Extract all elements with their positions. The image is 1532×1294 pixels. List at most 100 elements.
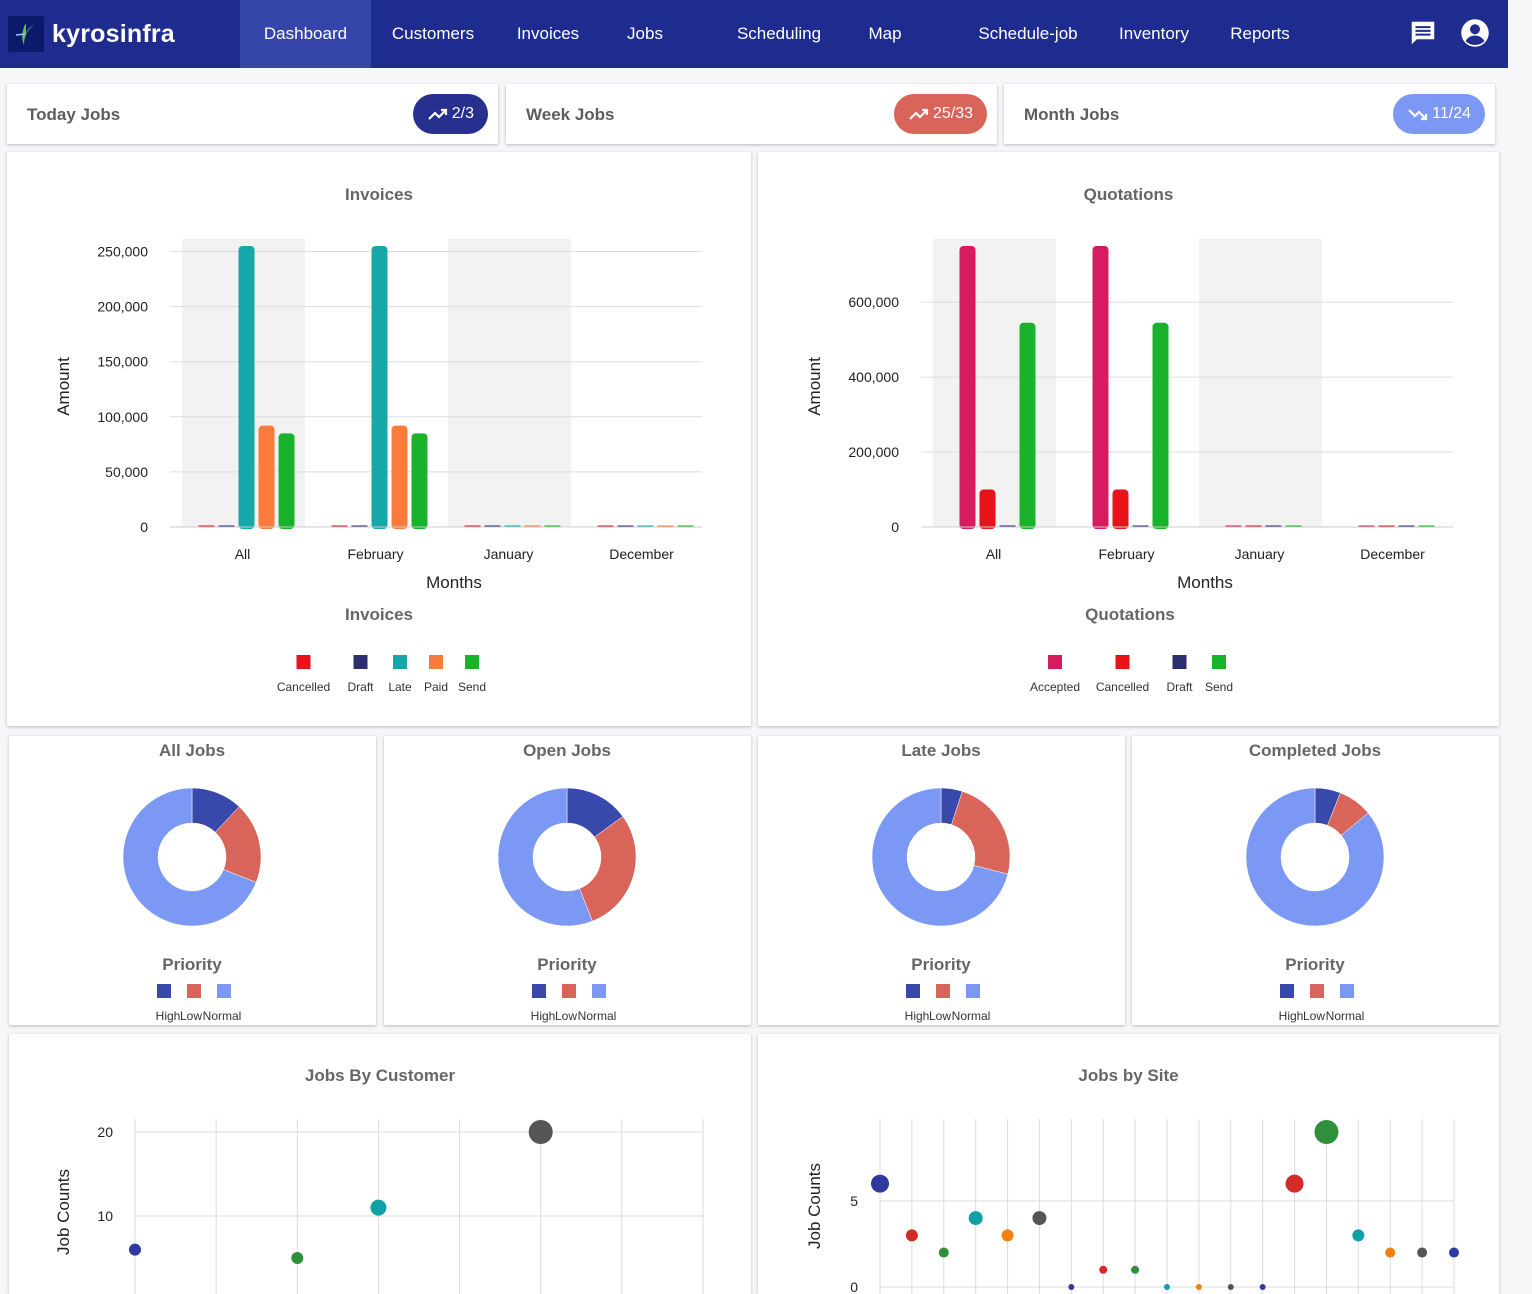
nav-scheduling[interactable]: Scheduling xyxy=(736,24,822,43)
quotations-title: Quotations xyxy=(1083,185,1174,204)
bar-accepted xyxy=(959,246,976,529)
stat-badge[interactable]: 2/3 xyxy=(412,94,488,134)
data-point xyxy=(938,1247,949,1258)
legend-swatch-draft xyxy=(353,655,368,669)
legend-swatch-high xyxy=(1280,984,1294,998)
stat-value: 2/3 xyxy=(451,105,474,122)
nav-inventory[interactable]: Inventory xyxy=(1119,24,1189,43)
legend-title: Priority xyxy=(537,955,597,974)
data-point xyxy=(1099,1265,1108,1274)
data-point xyxy=(1352,1229,1365,1242)
y-tick-label: 250,000 xyxy=(97,244,148,260)
trend-up-icon xyxy=(909,108,929,120)
jobs-by-customer-card: Jobs By Customer 10 20 Job Counts xyxy=(9,1034,751,1294)
x-tick-label: January xyxy=(1235,546,1285,562)
legend-label-late: Late xyxy=(388,680,412,694)
data-point xyxy=(1314,1120,1339,1144)
legend-title: Priority xyxy=(1285,955,1345,974)
stat-badge[interactable]: 11/24 xyxy=(1393,94,1485,134)
category-band xyxy=(1199,239,1322,527)
y-tick-label: 0 xyxy=(850,1279,858,1294)
bar-draft xyxy=(484,525,501,527)
late-jobs-donut-chart: Late Jobs Priority High Low Normal xyxy=(871,741,1011,1023)
stat-card-today-jobs: Today Jobs 2/3 xyxy=(7,84,498,144)
nav-schedule-job[interactable]: Schedule-job xyxy=(978,24,1078,43)
data-point xyxy=(1001,1229,1014,1242)
open-jobs-donut-chart: Open Jobs Priority High Low Normal xyxy=(497,741,637,1023)
legend-swatch-cancelled xyxy=(296,655,311,669)
nav-reports[interactable]: Reports xyxy=(1230,24,1290,43)
bar-send xyxy=(1285,525,1302,527)
bar-cancelled xyxy=(198,525,215,527)
bar-cancelled xyxy=(1245,525,1262,527)
data-point xyxy=(968,1211,983,1226)
data-point xyxy=(528,1120,553,1144)
invoices-chart: 0 50,000 100,000 150,000 200,000 250,000 All Fe… xyxy=(54,239,702,694)
legend-label-high: High xyxy=(531,1009,556,1023)
y-axis-label: Amount xyxy=(54,357,73,416)
y-tick-label: 50,000 xyxy=(105,464,148,480)
legend-title: Invoices xyxy=(345,605,413,624)
nav-invoices[interactable]: Invoices xyxy=(516,24,580,43)
nav-jobs[interactable]: Jobs xyxy=(627,24,663,43)
brand-name: kyrosinfra xyxy=(52,19,175,48)
bar-cancelled xyxy=(1112,489,1129,529)
account-icon[interactable] xyxy=(1460,18,1490,53)
stat-title: Month Jobs xyxy=(1024,105,1120,124)
legend-label-cancelled: Cancelled xyxy=(277,680,330,694)
nav-customers[interactable]: Customers xyxy=(391,24,475,43)
chart-title: Late Jobs xyxy=(901,741,980,760)
legend-label-cancelled: Cancelled xyxy=(1096,680,1149,694)
data-point xyxy=(871,1174,889,1193)
data-point xyxy=(1068,1284,1075,1290)
legend-label-send: Send xyxy=(1205,680,1233,694)
slice-normal xyxy=(122,787,257,927)
x-tick-label: All xyxy=(235,546,251,562)
nav-dashboard[interactable]: Dashboard xyxy=(240,0,371,68)
bar-accepted xyxy=(1092,246,1109,529)
data-point xyxy=(1227,1284,1234,1290)
bar-draft xyxy=(617,525,634,527)
brand[interactable]: kyrosinfra xyxy=(0,0,240,68)
all-jobs-card: All Jobs Priority High Low Normal xyxy=(9,736,376,1025)
trend-down-icon xyxy=(1408,109,1428,121)
y-tick-label: 0 xyxy=(891,519,899,535)
legend-swatch-send xyxy=(1212,655,1226,669)
quotations-card: Quotations 0 200,000 400,000 600,000 All Febr… xyxy=(758,152,1499,726)
legend-title: Priority xyxy=(911,955,971,974)
slice-normal xyxy=(497,787,593,927)
bar-paid xyxy=(657,525,674,527)
bar-accepted xyxy=(1225,525,1242,527)
x-tick-label: February xyxy=(1098,546,1154,562)
bar-draft xyxy=(1132,525,1149,527)
legend-label-high: High xyxy=(156,1009,181,1023)
data-point xyxy=(1164,1284,1170,1290)
category-band xyxy=(933,239,1056,527)
data-point xyxy=(905,1229,918,1242)
y-tick-label: 0 xyxy=(140,519,148,535)
chart-title: All Jobs xyxy=(159,741,225,760)
y-tick-label: 5 xyxy=(850,1193,858,1209)
message-icon[interactable] xyxy=(1408,18,1438,53)
legend-label-normal: Normal xyxy=(1326,1009,1365,1023)
y-axis-label: Job Counts xyxy=(805,1163,824,1249)
stat-badge[interactable]: 25/33 xyxy=(893,94,987,134)
y-axis-label: Job Counts xyxy=(54,1169,73,1255)
legend-swatch-normal xyxy=(966,984,980,998)
stat-card-week-jobs: Week Jobs 25/33 xyxy=(506,84,997,144)
y-tick-label: 150,000 xyxy=(97,354,148,370)
legend-title: Quotations xyxy=(1085,605,1175,624)
nav-map[interactable]: Map xyxy=(868,24,902,43)
slice-low xyxy=(579,816,637,922)
invoices-title: Invoices xyxy=(344,185,414,204)
data-point xyxy=(129,1243,141,1256)
bar-draft xyxy=(1265,525,1282,527)
bar-paid xyxy=(258,425,275,529)
jobs-by-site-chart: 0 5 Job Counts xyxy=(805,1119,1459,1294)
legend-swatch-late xyxy=(393,655,407,669)
y-tick-label: 10 xyxy=(97,1208,113,1224)
legend-label-high: High xyxy=(1279,1009,1304,1023)
data-point xyxy=(1032,1211,1047,1226)
bar-send xyxy=(1418,525,1435,527)
data-point xyxy=(370,1199,387,1216)
